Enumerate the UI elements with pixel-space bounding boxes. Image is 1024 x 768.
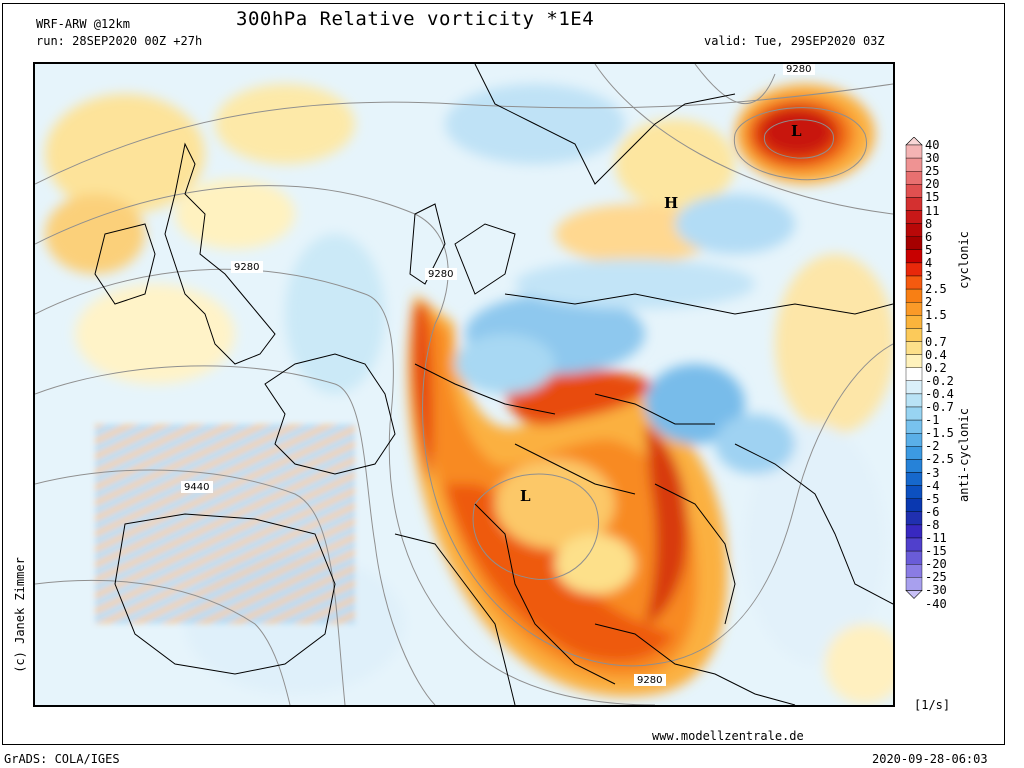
contour-label: 9440 [184,482,209,493]
legend-color-swatch [905,459,923,473]
legend-tick-label: -20 [925,557,947,572]
legend-tick-label: 0.7 [925,334,947,349]
vorticity-map: 9280 9280 9280 9440 9280 L H L [33,62,895,707]
legend-color-swatch [905,406,923,421]
legend-color-swatch [905,367,923,381]
legend-tick-label: -25 [925,570,947,585]
legend-color-swatch [905,301,923,316]
legend-tick-label: -0.4 [925,386,954,401]
legend-color-swatch [905,184,923,198]
legend-tick-label: -4 [925,478,940,493]
legend-tick-label: 30 [925,151,940,166]
legend-tick-label: 8 [925,216,933,231]
legend-tick-label: -2 [925,439,940,454]
legend-color-swatch [905,197,923,211]
valid-label: valid: Tue, 29SEP2020 03Z [704,34,885,48]
legend-tick-label: -1.5 [925,426,954,441]
legend-color-swatch [905,315,923,329]
legend-color-swatch [905,550,923,565]
legend-tick-label: -40 [925,596,947,611]
high-pressure-center: H [664,194,678,212]
legend-tick-label: 6 [925,229,933,244]
legend-bottom-arrow [905,590,923,599]
height-contours [35,64,893,705]
legend-tick-label: 40 [925,138,940,152]
legend-tick-label: -6 [925,504,940,519]
legend-color-swatch [905,328,923,342]
legend-tick-label: -30 [925,583,947,598]
coastlines [94,64,893,705]
legend-color-swatch [905,144,923,159]
legend-color-swatch [905,223,923,237]
legend-color-swatch [905,419,923,434]
legend-color-swatch [905,236,923,250]
legend-color-swatch [905,380,923,395]
legend-color-swatch [905,537,923,552]
legend-tick-label: -1 [925,413,940,428]
legend-tick-label: -3 [925,465,940,480]
legend-color-swatch [905,577,923,591]
legend-tick-label: -8 [925,517,940,532]
legend-tick-label: -11 [925,531,947,545]
legend-color-swatch [905,249,923,264]
legend-color-swatch [905,171,923,185]
legend-tick-label: 1 [925,321,933,336]
legend-colorbar [905,137,923,599]
legend-tick-label: 11 [925,203,940,218]
legend-color-swatch [905,433,923,447]
legend-color-swatch [905,275,923,290]
legend-color-swatch [905,511,923,526]
anticyclonic-label: anti-cyclonic [957,408,971,502]
legend-tick-label: 0.4 [925,347,947,362]
timestamp-label: 2020-09-28-06:03 [872,752,988,766]
legend-color-swatch [905,393,923,408]
legend-tick-label: 0.2 [925,360,947,375]
credit-label: (c) Janek Zimmer [13,557,27,673]
legend-tick-label: 2 [925,295,933,310]
software-label: GrADS: COLA/IGES [4,752,120,766]
legend-tick-label: -5 [925,491,940,506]
legend-tick-label: 2.5 [925,282,947,297]
legend-color-swatch [905,446,923,460]
legend-color-swatch [905,524,923,539]
legend-tick-label: -0.2 [925,373,954,388]
legend-tick-label: 5 [925,242,933,257]
legend-color-swatch [905,354,923,368]
legend-tick-label: 3 [925,269,933,283]
legend-color-swatch [905,498,923,513]
contour-label: 9280 [786,64,811,75]
model-label: WRF-ARW @12km [36,17,130,31]
color-legend: 40 30 25 20 15 11 8 6 5 4 3 2.5 2 1.5 1 0.7 0.4 0.2 -0.2 -0… [905,137,975,627]
cyclonic-label: cyclonic [957,231,971,289]
legend-tick-label: 4 [925,255,933,270]
legend-tick-label: 1.5 [925,308,947,323]
legend-color-swatch [905,288,923,303]
website-label: www.modellzentrale.de [652,729,804,743]
legend-color-swatch [905,341,923,355]
legend-color-swatch [905,157,923,172]
wave-bands [95,424,355,624]
page-title: 300hPa Relative vorticity *1E4 [236,8,595,30]
legend-tick-label: 20 [925,177,940,192]
run-label: run: 28SEP2020 00Z +27h [36,34,203,48]
legend-color-swatch [905,564,923,578]
legend-color-swatch [905,485,923,499]
legend-color-swatch [905,262,923,277]
vorticity-field [45,84,893,704]
legend-color-swatch [905,210,923,224]
legend-top-arrow [905,137,923,146]
contour-label: 9280 [428,269,453,280]
legend-tick-label: -2.5 [925,452,954,467]
legend-tick-label: 25 [925,164,940,179]
legend-color-swatch [905,472,923,486]
low-pressure-center: L [791,122,802,140]
legend-tick-label: 15 [925,190,940,205]
unit-label: [1/s] [914,698,951,712]
legend-tick-label: -15 [925,544,947,559]
low-pressure-center: L [520,487,531,505]
contour-label: 9280 [637,675,662,686]
legend-tick-label: -0.7 [925,400,954,414]
contour-label: 9280 [234,262,259,273]
